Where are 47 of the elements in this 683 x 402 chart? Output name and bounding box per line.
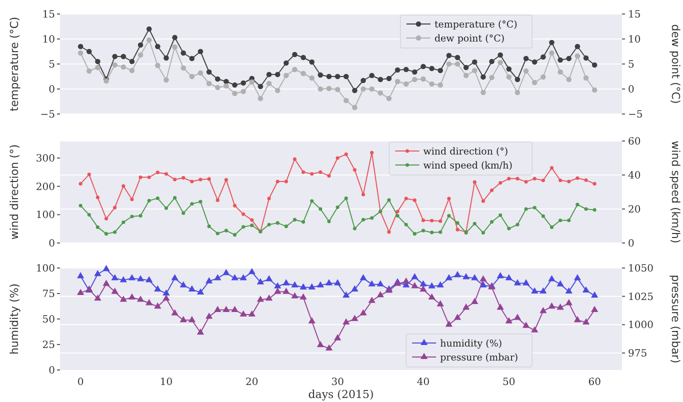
y-tick-label: 15 bbox=[42, 10, 55, 20]
y2-tick-label: 20 bbox=[628, 204, 641, 216]
y2-tick-label: 40 bbox=[628, 170, 641, 182]
y2-tick-label: 5 bbox=[628, 60, 634, 70]
x-axis-title: days (2015) bbox=[308, 388, 374, 401]
legend-label: humidity (%) bbox=[440, 338, 502, 350]
y-tick-label: 10 bbox=[42, 34, 55, 46]
y2-tick-label: 10 bbox=[628, 34, 641, 46]
legend-label: temperature (°C) bbox=[434, 19, 518, 30]
y-tick-label: 200 bbox=[36, 182, 55, 193]
y-tick-label: 100 bbox=[36, 210, 55, 222]
x-tick-label: 0 bbox=[77, 377, 84, 388]
y2-tick-label: 975 bbox=[628, 348, 648, 360]
y-tick-label: 25 bbox=[42, 340, 55, 351]
x-tick-label: 10 bbox=[160, 377, 173, 388]
y-tick-label: −5 bbox=[40, 110, 55, 120]
y-tick-label: 75 bbox=[42, 289, 55, 300]
y2-axis-title: dew point (°C) bbox=[669, 24, 682, 104]
legend-label: wind direction (°) bbox=[423, 146, 508, 158]
x-tick-label: 20 bbox=[246, 377, 258, 388]
y-axis-title: wind direction (°) bbox=[8, 144, 21, 240]
x-tick-label: 60 bbox=[588, 377, 601, 388]
legend-label: dew point (°C) bbox=[434, 33, 505, 44]
y2-tick-label: −5 bbox=[628, 110, 643, 120]
y-tick-label: 0 bbox=[48, 238, 55, 250]
y2-axis-title: pressure (mbar) bbox=[669, 274, 682, 364]
y-axis-title: temperature (°C) bbox=[8, 16, 21, 112]
x-tick-label: 30 bbox=[331, 377, 344, 388]
y2-tick-label: 15 bbox=[628, 10, 641, 20]
y2-tick-label: 0 bbox=[628, 84, 634, 96]
y-tick-label: 0 bbox=[48, 366, 55, 376]
y-tick-label: 50 bbox=[42, 314, 55, 326]
legend-label: wind speed (km/h) bbox=[423, 160, 512, 172]
y2-tick-label: 1025 bbox=[628, 292, 654, 303]
y2-axis-title: wind speed (km/h) bbox=[669, 140, 682, 244]
y-axis-title: humidity (%) bbox=[8, 283, 21, 355]
x-tick-label: 50 bbox=[502, 377, 516, 388]
y2-tick-label: 0 bbox=[628, 238, 634, 250]
y2-tick-label: 1050 bbox=[628, 264, 654, 274]
y-tick-label: 100 bbox=[36, 264, 55, 274]
legend-label: pressure (mbar) bbox=[440, 352, 518, 364]
y-tick-label: 0 bbox=[48, 84, 55, 96]
y2-tick-label: 60 bbox=[628, 136, 641, 148]
y2-tick-label: 1000 bbox=[628, 320, 654, 332]
x-tick-label: 40 bbox=[416, 377, 430, 388]
y-tick-label: 300 bbox=[36, 154, 55, 164]
y-tick-label: 5 bbox=[48, 60, 55, 70]
